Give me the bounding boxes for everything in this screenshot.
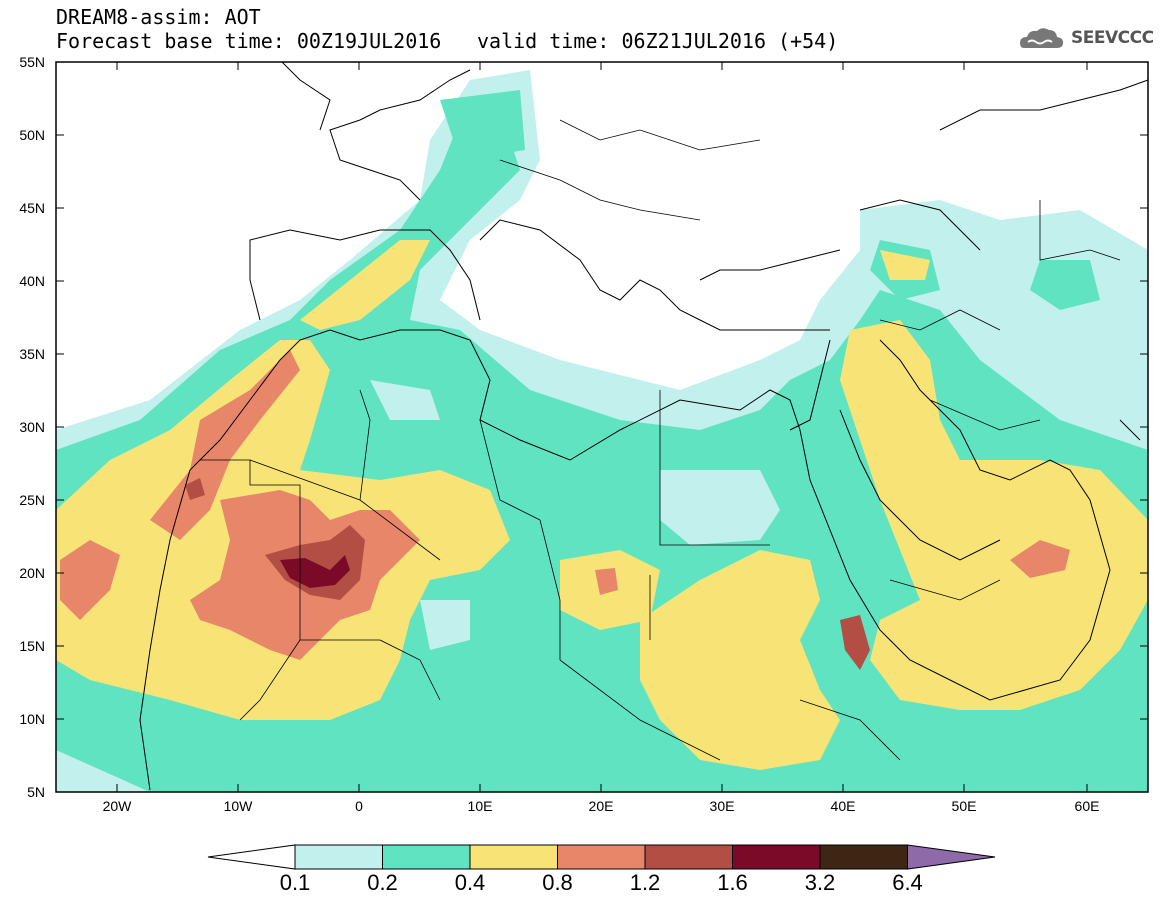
lat-label-30n: 30N (19, 419, 45, 435)
logo-text: SEEVCCC (1071, 28, 1154, 48)
lat-label-5n: 5N (27, 784, 45, 800)
cloud-icon (1020, 28, 1064, 48)
colorbar-bin-3.2-6.4 (819, 844, 908, 870)
colorbar-bin-0.4-0.8 (469, 844, 558, 870)
lat-label-35n: 35N (19, 346, 45, 362)
lon-label-60e: 60E (1074, 798, 1100, 814)
lat-label-40n: 40N (19, 273, 45, 289)
valid-time: valid time: 06Z21JUL2016 (+54) (477, 29, 839, 53)
colorbar-bin-0.1-0.2 (294, 844, 383, 870)
colorbar-low-triangle (207, 844, 296, 870)
lat-label-45n: 45N (19, 200, 45, 216)
colorbar-label: 0.1 (279, 870, 311, 895)
lon-label-50e: 50E (951, 798, 977, 814)
colorbar-bin-1.6-3.2 (732, 844, 821, 870)
lat-label-10n: 10N (19, 711, 45, 727)
coastlines (139, 62, 1148, 791)
colorbar-bin-0.8-1.2 (557, 844, 646, 870)
colorbar-label: 0.4 (454, 870, 486, 895)
colorbar-label: 6.4 (892, 870, 923, 895)
colorbar-label: 0.2 (367, 870, 398, 895)
lat-label-25n: 25N (19, 492, 45, 508)
lon-label-20w: 20W (102, 798, 132, 814)
colorbar-label: 3.2 (804, 870, 836, 895)
lon-label-30e: 30E (709, 798, 735, 814)
colorbar-label: 1.2 (629, 870, 661, 895)
colorbar-label: 0.8 (542, 870, 573, 895)
colorbar-label: 1.6 (717, 870, 748, 895)
lat-label-50n: 50N (19, 127, 45, 143)
title-line-1: DREAM8-assim: AOT (56, 5, 261, 29)
colorbar (207, 844, 996, 870)
lat-label-15n: 15N (19, 638, 45, 654)
lat-label-20n: 20N (19, 565, 45, 581)
colorbar-bin-1.2-1.6 (644, 844, 733, 870)
colorbar-bin-0.2-0.4 (382, 844, 471, 870)
lon-label-10w: 10W (223, 798, 253, 814)
title-line-2: Forecast base time: 00Z19JUL2016 (56, 29, 442, 53)
lon-label-40e: 40E (830, 798, 856, 814)
lon-label-10e: 10E (467, 798, 493, 814)
lat-label-55n: 55N (19, 54, 45, 70)
borders (200, 119, 1121, 761)
aot-fields (56, 62, 1148, 792)
lon-label-0: 0 (355, 798, 363, 814)
colorbar-high-triangle (907, 844, 996, 870)
lon-label-20e: 20E (588, 798, 614, 814)
